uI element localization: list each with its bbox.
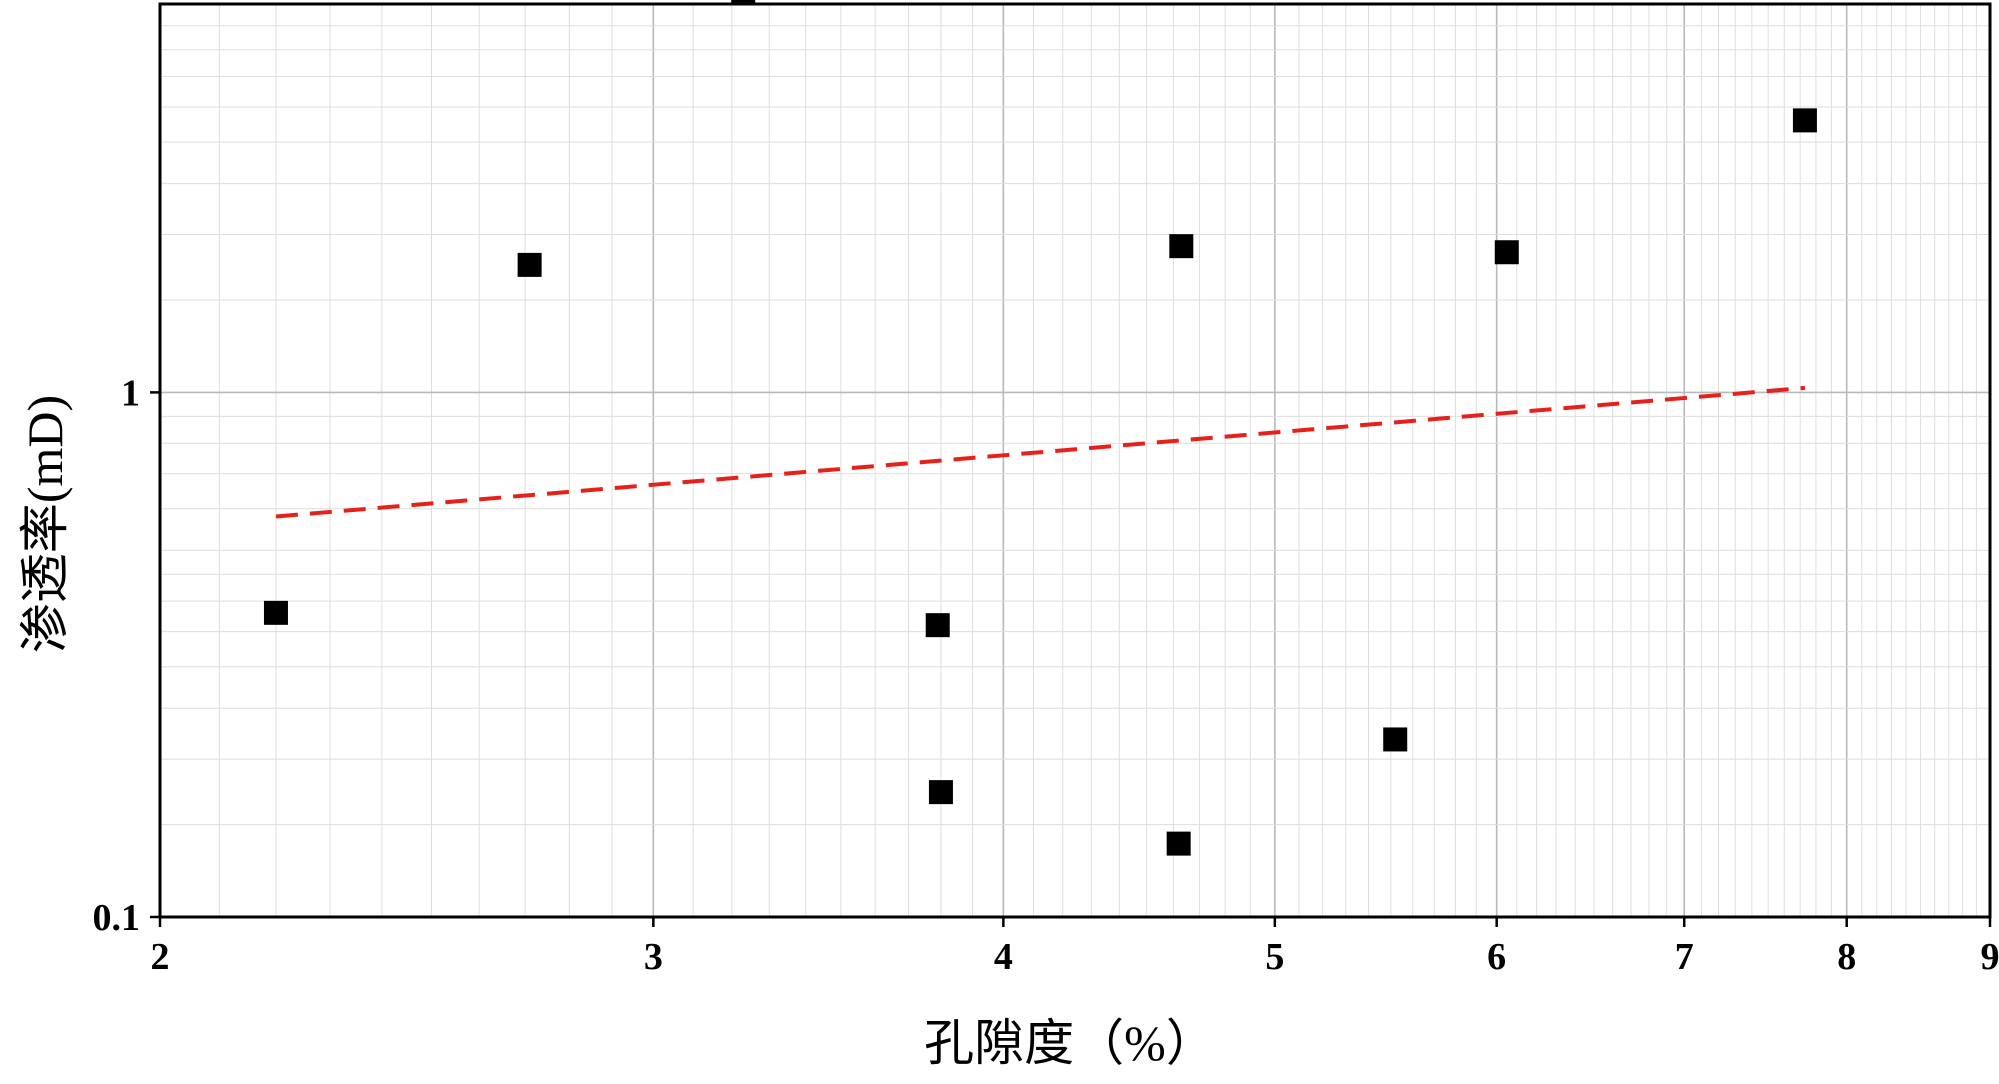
- y-tick-label: 0.1: [93, 897, 141, 939]
- data-point: [264, 601, 288, 625]
- x-tick-label: 8: [1837, 936, 1856, 978]
- data-point: [518, 253, 542, 277]
- x-tick-label: 2: [151, 936, 170, 978]
- y-axis-title: 渗透率(mD): [17, 395, 73, 653]
- x-tick-label: 6: [1487, 936, 1506, 978]
- plot-area: [264, 0, 1817, 856]
- x-tick-label: 5: [1265, 936, 1284, 978]
- x-tick-label: 4: [994, 936, 1013, 978]
- x-tick-label: 7: [1675, 936, 1694, 978]
- data-point: [1169, 234, 1193, 258]
- tick-labels: 2 3 4 5 6 7 8 9 0.1 1: [93, 372, 1999, 978]
- data-point: [926, 613, 950, 637]
- y-tick-label: 1: [121, 372, 140, 414]
- x-tick-label: 9: [1981, 936, 1999, 978]
- data-point: [1495, 240, 1519, 264]
- x-tick-label: 3: [644, 936, 663, 978]
- data-point: [1383, 727, 1407, 751]
- data-point: [1793, 108, 1817, 132]
- grid: [160, 4, 1990, 917]
- data-point: [1167, 832, 1191, 856]
- data-point: [929, 780, 953, 804]
- plot-frame: [160, 4, 1990, 917]
- x-axis-title: 孔隙度（%）: [924, 1015, 1216, 1071]
